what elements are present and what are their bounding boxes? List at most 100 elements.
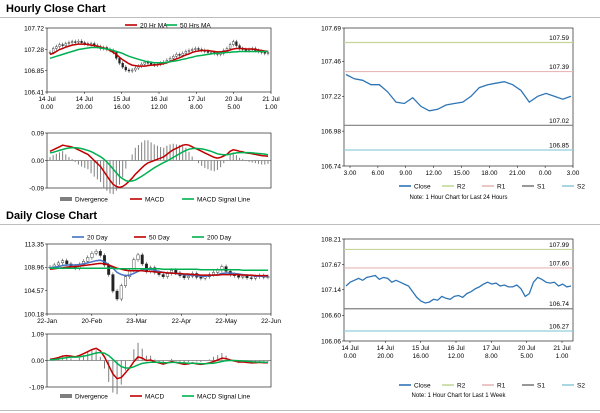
hourly-price-ma20-line — [49, 43, 269, 67]
daily-macd-legend-divergence-label: Divergence — [75, 393, 108, 400]
hourly-price-x-tick-label: 16 Jul 12.00 — [150, 96, 168, 111]
daily-price-x-tick-label: 22-Jun — [261, 318, 281, 325]
weekly-levels-level-label-r2: 107.99 — [549, 242, 569, 249]
hourly-price-candle-body — [127, 69, 131, 72]
hourly-price-x-tick-label: 21 Jul 1.00 — [262, 96, 280, 111]
hourly-section-rule — [0, 17, 600, 18]
daily-price-y-tick-label: 104.57 — [24, 288, 44, 295]
daily-price-candle-body — [224, 266, 228, 272]
weekly-levels-x-tick-label: 21 Jul 1.00 — [553, 345, 571, 360]
daily-price-legend-0-label: 20 Day — [87, 234, 108, 241]
hourly-price-candle-body — [191, 49, 194, 51]
hourly-levels-x-tick-label: 9.00 — [399, 170, 412, 177]
hourly-price-ma50-line — [49, 46, 268, 64]
hourly-price-y-tick-label: 107.72 — [24, 25, 44, 32]
weekly-levels-y-tick-label: 107.67 — [321, 262, 341, 269]
hourly-price-candle-body — [121, 62, 124, 68]
daily-price-candle-body — [161, 274, 165, 277]
hourly-macd-legend-divergence-swatch — [60, 197, 72, 201]
hourly-price-candle-body — [175, 54, 178, 57]
hourly-price-candle-body — [48, 52, 52, 54]
hourly-price-candle-body — [232, 41, 235, 45]
weekly-levels-level-label-s1: 106.74 — [549, 301, 569, 308]
hourly-price-candle-body — [143, 61, 146, 65]
hourly-levels-x-tick-label: 3.00 — [344, 170, 357, 177]
hourly-price-candle-body — [197, 48, 200, 50]
hourly-macd-legend-macd-label: MACD — [145, 196, 164, 203]
hourly-price-x-tick-label: 15 Jul 16.00 — [113, 96, 131, 111]
hourly-levels-y-tick-label: 107.22 — [321, 94, 341, 101]
weekly-levels-legend-s1-label: S1 — [537, 382, 545, 389]
daily-price-y-tick-label: 100.18 — [24, 311, 44, 318]
daily-price-candle-body — [90, 253, 94, 258]
daily-section-title: Daily Close Chart — [6, 210, 98, 222]
hourly-price-candle-body — [168, 58, 172, 61]
weekly-levels-x-tick-label: 16 Jul 12.00 — [447, 345, 465, 360]
daily-price-x-tick-label: 22-Jan — [37, 318, 57, 325]
hourly-levels-legend-close-label: Close — [414, 183, 431, 190]
daily-macd-y-tick-label: -1.09 — [29, 384, 44, 391]
hourly-price-x-tick-label: 20 Jul 5.00 — [225, 96, 243, 111]
hourly-price-y-tick-label: 106.41 — [24, 89, 44, 96]
daily-price-candle-body — [94, 250, 98, 254]
hourly-price-candle-body — [194, 48, 197, 50]
hourly-macd-macd-line — [49, 143, 269, 189]
daily-price-y-tick-label: 108.96 — [24, 265, 44, 272]
hourly-macd-y-tick-label: 0.00 — [31, 158, 44, 165]
daily-price-candle-body — [249, 277, 253, 279]
weekly-levels-legend-r1-label: R1 — [497, 382, 506, 389]
weekly-levels-y-tick-label: 108.21 — [321, 236, 341, 243]
daily-price-candle-body — [216, 270, 220, 273]
daily-price-x-tick-label: 20-Feb — [81, 318, 102, 325]
daily-price-candle-body — [107, 264, 111, 275]
hourly-price-candle-body — [124, 66, 127, 71]
daily-price-candle-body — [241, 275, 245, 278]
daily-price-candle-body — [182, 275, 186, 278]
hourly-price-candle-body — [228, 44, 232, 49]
hourly-macd-signal-line — [49, 146, 269, 183]
daily-price-x-tick-label: 22-May — [215, 318, 237, 325]
hourly-price-candle-body — [61, 44, 64, 46]
weekly-levels-legend-r2-label: R2 — [457, 382, 466, 389]
hourly-levels-note: Note: 1 Hour Chart for Last 24 Hours — [409, 195, 507, 201]
hourly-price-candle-body — [52, 48, 55, 53]
weekly-levels-y-tick-label: 106.06 — [321, 338, 341, 345]
hourly-macd-legend-signal-label: MACD Signal Line — [197, 196, 250, 203]
weekly-levels-close-line — [345, 274, 572, 304]
hourly-price-candle-body — [187, 50, 191, 52]
hourly-price-candle-body — [206, 51, 210, 53]
hourly-levels-y-tick-label: 106.74 — [321, 163, 341, 170]
hourly-price-candle-body — [266, 52, 270, 54]
daily-price-candle-body — [237, 275, 241, 278]
hourly-price-candle-body — [74, 41, 77, 43]
hourly-levels-x-tick-label: 3.00 — [567, 170, 580, 177]
hourly-macd-y-tick-label: 0.09 — [31, 130, 44, 137]
weekly-levels-y-tick-label: 106.60 — [321, 313, 341, 320]
hourly-price-candle-body — [235, 41, 238, 46]
daily-price-candle-body — [136, 254, 140, 260]
hourly-levels-x-tick-label: 0.00 — [539, 170, 552, 177]
hourly-price-candle-body — [130, 69, 134, 72]
hourly-levels-x-tick-label: 6.00 — [372, 170, 385, 177]
hourly-levels-close-line — [345, 73, 572, 112]
daily-price-candle-body — [119, 285, 123, 300]
hourly-price-legend-0-label: 20 Hr MA — [140, 22, 168, 29]
hourly-levels-x-tick-label: 15.00 — [453, 170, 470, 177]
daily-price-legend-1-label: 50 Day — [149, 234, 170, 241]
daily-price-candle-body — [144, 263, 148, 272]
daily-price-candle-body — [174, 270, 178, 274]
daily-price-candle-body — [61, 260, 65, 264]
daily-macd-legend-divergence-swatch — [60, 394, 72, 398]
hourly-price-legend-1-label: 50 Hrs MA — [180, 22, 211, 29]
hourly-macd-y-tick-label: -0.09 — [29, 185, 44, 192]
daily-price-candle-body — [140, 254, 144, 265]
daily-price-candle-body — [124, 276, 127, 286]
hourly-price-y-tick-label: 107.28 — [24, 47, 44, 54]
hourly-price-x-tick-label: 17 Jul 8.00 — [188, 96, 206, 111]
hourly-price-candle-body — [172, 56, 175, 59]
daily-price-y-tick-label: 113.35 — [25, 241, 45, 248]
hourly-levels-legend-r2-label: R2 — [457, 183, 466, 190]
daily-price-candle-body — [165, 273, 169, 277]
daily-price-candle-body — [86, 257, 90, 262]
